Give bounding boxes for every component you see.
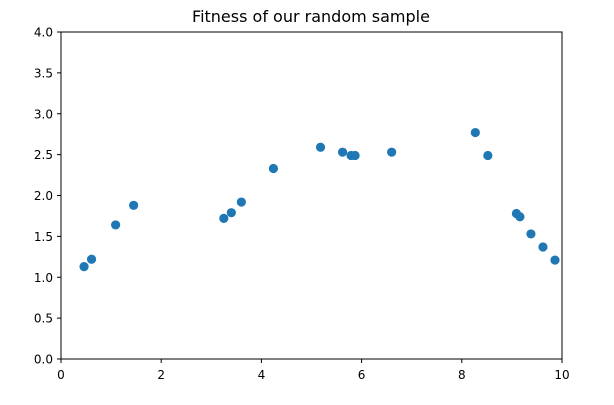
y-tick-label: 4.0 bbox=[34, 26, 53, 40]
y-tick-label: 3.0 bbox=[34, 107, 53, 121]
y-tick-label: 0.5 bbox=[34, 312, 53, 326]
y-tick-label: 0.0 bbox=[34, 353, 53, 367]
x-tick-label: 10 bbox=[554, 368, 569, 382]
data-point bbox=[470, 127, 480, 138]
data-point bbox=[337, 147, 348, 157]
x-axis: 0 2 4 6 8 10 bbox=[57, 359, 570, 382]
data-point bbox=[538, 242, 548, 252]
y-tick-label: 2.0 bbox=[34, 189, 53, 203]
y-tick-label: 1.5 bbox=[34, 230, 53, 244]
y-axis: 0.0 0.5 1.0 1.5 2.0 2.5 3.0 3.5 4.0 bbox=[34, 26, 61, 367]
y-tick-label: 1.0 bbox=[34, 271, 53, 285]
data-point bbox=[111, 220, 121, 230]
data-point bbox=[268, 163, 279, 174]
x-tick-label: 6 bbox=[358, 368, 366, 382]
data-point bbox=[79, 262, 89, 272]
data-point bbox=[550, 255, 560, 265]
data-point bbox=[219, 213, 229, 223]
data-point bbox=[387, 147, 397, 157]
x-tick-label: 2 bbox=[157, 368, 165, 382]
data-point bbox=[483, 150, 493, 161]
points-layer bbox=[79, 127, 560, 272]
data-point bbox=[86, 254, 97, 264]
x-tick-label: 8 bbox=[458, 368, 466, 382]
chart-title: Fitness of our random sample bbox=[192, 7, 430, 26]
y-tick-label: 3.5 bbox=[34, 66, 53, 80]
y-tick-label: 2.5 bbox=[34, 148, 53, 162]
data-point bbox=[236, 197, 246, 207]
data-point bbox=[315, 142, 326, 152]
data-point bbox=[526, 229, 536, 239]
data-point bbox=[350, 150, 360, 161]
data-point bbox=[226, 208, 236, 218]
data-point bbox=[515, 212, 525, 222]
plot-frame bbox=[60, 31, 563, 360]
x-tick-label: 4 bbox=[258, 368, 266, 382]
data-point bbox=[129, 200, 139, 210]
x-tick-label: 0 bbox=[57, 368, 65, 382]
